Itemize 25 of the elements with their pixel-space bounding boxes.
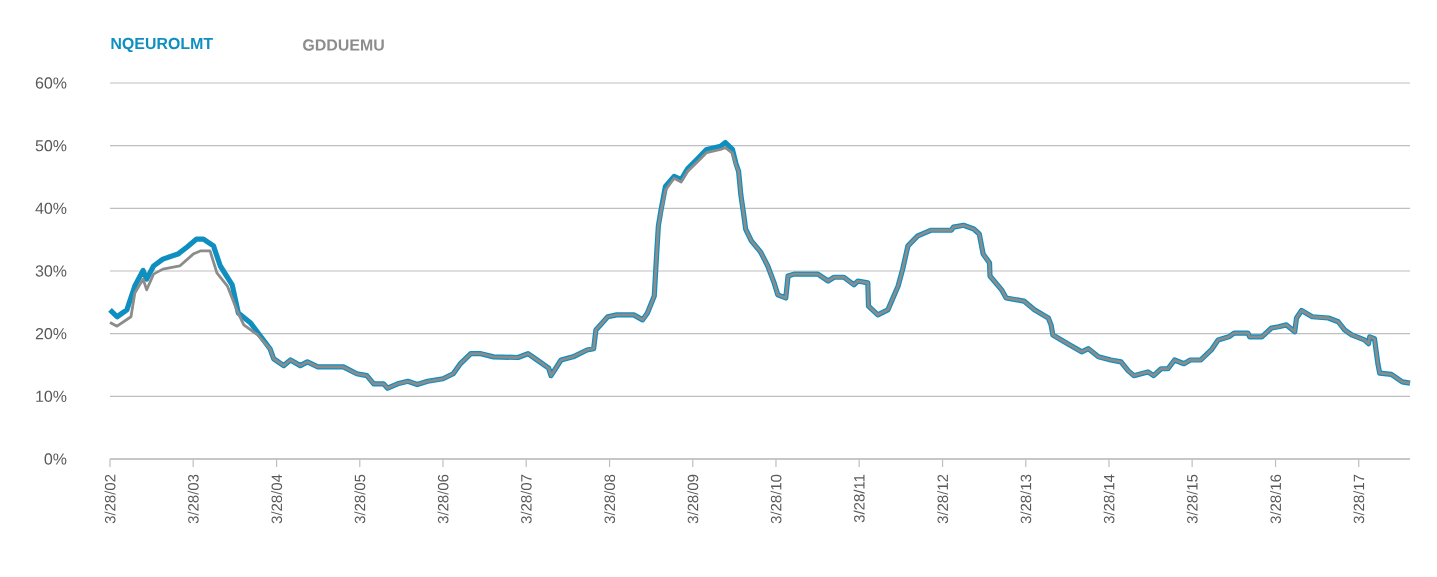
text: GDDUEMU [303, 39, 384, 51]
x-tick-label: 3/28/02 [104, 474, 116, 524]
x-tick-label: 3/28/07 [520, 474, 532, 524]
text: NQEUROLMT [111, 37, 213, 53]
x-tick-label: 3/28/10 [770, 474, 782, 524]
x-tick-label: 3/28/06 [437, 474, 449, 524]
y-tick-label: 20% [35, 328, 67, 340]
x-tick-label: 3/28/04 [271, 474, 283, 524]
x-tick-label: 3/28/12 [937, 474, 949, 524]
x-tick-label: 3/28/13 [1020, 474, 1032, 524]
x-tick-label: 3/28/05 [354, 474, 366, 524]
y-tick-label: 0% [44, 453, 67, 465]
x-tick-label: 3/28/08 [604, 474, 616, 524]
x-tick-label: 3/28/15 [1186, 474, 1198, 524]
x-tick-label: 3/28/17 [1353, 474, 1365, 524]
y-tick-label: 40% [35, 202, 67, 214]
x-tick-label: 3/28/03 [187, 474, 199, 524]
x-tick-label: 3/28/11 [853, 474, 865, 523]
y-tick-label: 60% [35, 77, 67, 89]
y-tick-label: 50% [35, 140, 67, 152]
x-tick-label: 3/28/14 [1103, 474, 1115, 524]
y-tick-label: 30% [35, 265, 67, 277]
y-tick-label: 10% [36, 390, 67, 402]
x-tick-label: 3/28/16 [1270, 474, 1282, 524]
x-tick-label: 3/28/09 [687, 474, 699, 524]
